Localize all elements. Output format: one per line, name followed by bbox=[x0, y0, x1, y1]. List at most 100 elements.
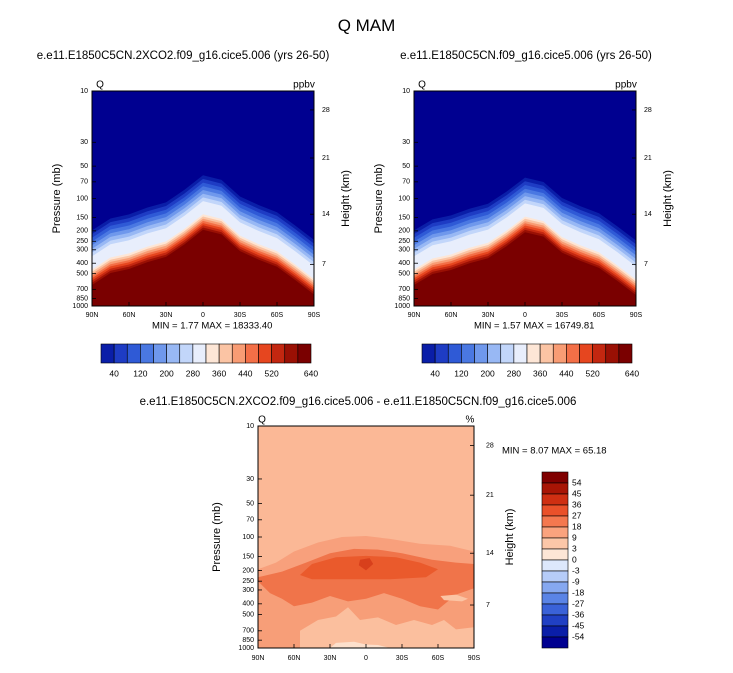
x-tick-label: 60N bbox=[445, 312, 458, 319]
x-tick-label: 30S bbox=[234, 312, 247, 319]
plot-field bbox=[414, 91, 636, 306]
y2-tick-label: 7 bbox=[486, 602, 490, 609]
min-max-stats: MIN = 1.57 MAX = 16749.81 bbox=[474, 321, 594, 332]
colorbar-tick-label: -36 bbox=[572, 609, 585, 619]
y-tick-label: 50 bbox=[246, 500, 254, 507]
y-tick-label: 30 bbox=[246, 476, 254, 483]
y2-axis-label: Height (km) bbox=[504, 509, 516, 566]
x-tick-label: 90S bbox=[308, 312, 321, 319]
y-axis-label: Pressure (mb) bbox=[51, 164, 63, 234]
colorbar-swatch bbox=[140, 343, 154, 364]
y2-tick-label: 14 bbox=[644, 211, 652, 218]
colorbar-tick-label: 0 bbox=[572, 554, 577, 564]
colorbar-swatch bbox=[487, 343, 502, 364]
corner-left-label: Q bbox=[96, 80, 104, 91]
colorbar-tick-label: 520 bbox=[586, 368, 600, 378]
x-tick-label: 90S bbox=[468, 655, 481, 662]
colorbar-swatch bbox=[541, 493, 569, 506]
contour-band bbox=[92, 229, 314, 306]
colorbar-swatch bbox=[153, 343, 167, 364]
x-tick-label: 0 bbox=[201, 312, 205, 319]
y-tick-label: 100 bbox=[242, 534, 254, 541]
x-tick-label: 30N bbox=[324, 655, 337, 662]
colorbar-swatch bbox=[539, 343, 554, 364]
y-tick-label: 30 bbox=[80, 139, 88, 146]
y2-tick-label: 28 bbox=[486, 442, 494, 449]
colorbar-tick-label: -45 bbox=[572, 620, 585, 630]
contour-band bbox=[414, 232, 636, 306]
colorbar-swatch bbox=[231, 343, 246, 364]
y-tick-label: 300 bbox=[242, 587, 254, 594]
y-tick-label: 700 bbox=[242, 628, 254, 635]
y-axis-label: Pressure (mb) bbox=[211, 502, 223, 572]
colorbar-tick-label: -54 bbox=[572, 631, 585, 641]
colorbar-tick-label: 360 bbox=[212, 368, 226, 378]
figure-title: Q MAM bbox=[337, 16, 396, 35]
left-panel-subtitle: e.e11.E1850C5CN.2XCO2.f09_g16.cice5.006 … bbox=[36, 50, 330, 62]
y-tick-label: 70 bbox=[80, 179, 88, 186]
colorbar-tick-label: 36 bbox=[572, 499, 582, 509]
colorbar-tick-label: 640 bbox=[304, 368, 318, 378]
x-tick-label: 90S bbox=[630, 312, 643, 319]
y-tick-label: 70 bbox=[246, 517, 254, 524]
colorbar-swatch bbox=[541, 570, 569, 583]
y-tick-label: 200 bbox=[76, 228, 88, 235]
y-tick-label: 850 bbox=[242, 637, 254, 644]
colorbar-swatch bbox=[552, 343, 567, 364]
y2-axis-label: Height (km) bbox=[662, 170, 674, 227]
y-tick-label: 700 bbox=[76, 286, 88, 293]
y-tick-label: 1000 bbox=[238, 645, 254, 652]
colorbar-tick-label: 54 bbox=[572, 477, 582, 487]
x-tick-label: 60S bbox=[271, 312, 284, 319]
x-tick-label: 60N bbox=[123, 312, 136, 319]
y-tick-label: 400 bbox=[398, 260, 410, 267]
y-tick-label: 100 bbox=[76, 195, 88, 202]
colorbar-swatch bbox=[566, 343, 580, 364]
y-tick-label: 850 bbox=[398, 295, 410, 302]
x-tick-label: 90N bbox=[252, 655, 265, 662]
y2-tick-label: 21 bbox=[644, 155, 652, 162]
corner-left-label: Q bbox=[258, 415, 266, 426]
colorbar-swatch bbox=[284, 343, 299, 364]
colorbar-swatch bbox=[297, 343, 312, 364]
colorbar-swatch bbox=[461, 343, 475, 364]
contour-band bbox=[330, 641, 390, 648]
y-tick-label: 50 bbox=[80, 163, 88, 170]
y2-tick-label: 7 bbox=[322, 261, 326, 268]
colorbar-tick-label: 200 bbox=[160, 368, 174, 378]
colorbar-swatch bbox=[541, 559, 569, 572]
plot-field bbox=[92, 91, 314, 306]
colorbar-swatch bbox=[541, 614, 569, 627]
colorbar-tick-label: 640 bbox=[625, 368, 639, 378]
colorbar-swatch bbox=[192, 343, 207, 364]
colorbar-tick-label: 440 bbox=[559, 368, 573, 378]
x-tick-label: 60S bbox=[593, 312, 606, 319]
colorbar-swatch bbox=[500, 343, 515, 364]
y2-axis-label: Height (km) bbox=[340, 170, 352, 227]
colorbar-swatch bbox=[205, 343, 220, 364]
x-tick-label: 60S bbox=[432, 655, 445, 662]
colorbar-tick-label: 40 bbox=[430, 368, 440, 378]
contour-band bbox=[440, 594, 468, 602]
y-tick-label: 400 bbox=[76, 260, 88, 267]
colorbar-tick-label: 280 bbox=[507, 368, 521, 378]
y-tick-label: 10 bbox=[80, 88, 88, 95]
y2-tick-label: 28 bbox=[644, 107, 652, 114]
colorbar-tick-label: 520 bbox=[265, 368, 279, 378]
x-tick-label: 90N bbox=[408, 312, 421, 319]
y2-tick-label: 14 bbox=[322, 211, 330, 218]
colorbar-swatch bbox=[541, 526, 569, 539]
colorbar-swatch bbox=[541, 537, 569, 550]
y-tick-label: 1000 bbox=[394, 303, 410, 310]
colorbar-swatch bbox=[541, 504, 569, 517]
y-tick-label: 500 bbox=[76, 270, 88, 277]
colorbar-tick-label: 27 bbox=[572, 510, 582, 520]
y-tick-label: 100 bbox=[398, 195, 410, 202]
min-max-stats: MIN = 1.77 MAX = 18333.40 bbox=[152, 321, 272, 332]
colorbar-tick-label: 18 bbox=[572, 521, 582, 531]
y-tick-label: 10 bbox=[246, 423, 254, 430]
y-tick-label: 250 bbox=[398, 238, 410, 245]
y-tick-label: 500 bbox=[398, 270, 410, 277]
y-tick-label: 150 bbox=[242, 553, 254, 560]
